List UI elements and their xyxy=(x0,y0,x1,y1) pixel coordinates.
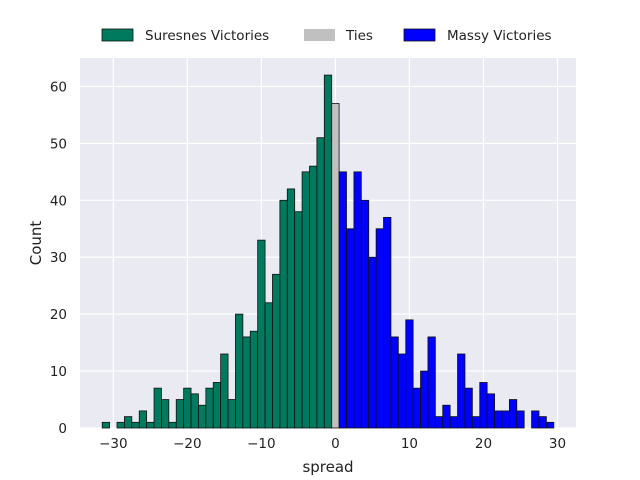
bar-suresnes xyxy=(316,137,325,429)
bar-massy xyxy=(545,421,555,429)
y-tick-label: 50 xyxy=(50,136,67,152)
bar-suresnes xyxy=(146,421,155,429)
legend-swatch-massy xyxy=(403,28,436,42)
x-tick-label: 0 xyxy=(331,436,340,452)
bar-massy xyxy=(464,387,473,429)
bar-massy xyxy=(383,216,392,429)
bar-suresnes xyxy=(138,410,148,429)
bar-massy xyxy=(457,353,466,429)
bar-ties xyxy=(331,103,340,429)
bar-suresnes xyxy=(242,336,251,429)
bar-suresnes xyxy=(323,74,333,429)
y-tick-label: 40 xyxy=(50,193,67,209)
bar-massy xyxy=(360,199,370,429)
bar-massy xyxy=(449,416,458,429)
bar-suresnes xyxy=(183,387,192,429)
bar-suresnes xyxy=(227,399,236,429)
bar-massy xyxy=(516,410,525,429)
bar-suresnes xyxy=(161,399,170,429)
bar-suresnes xyxy=(286,188,296,429)
bar-massy xyxy=(434,416,444,429)
bar-massy xyxy=(405,319,414,429)
bar-massy xyxy=(390,336,399,429)
y-tick-labels: 0 10 20 30 40 50 60 xyxy=(50,79,67,437)
bar-suresnes xyxy=(272,273,281,429)
x-tick-label: 10 xyxy=(401,436,418,452)
bar-suresnes xyxy=(153,387,162,429)
bar-massy xyxy=(508,399,518,429)
x-tick-labels: −30 −20 −10 0 10 20 30 xyxy=(99,436,566,452)
bar-suresnes xyxy=(264,302,273,429)
bar-suresnes xyxy=(198,404,207,429)
legend-label-massy: Massy Victories xyxy=(447,28,552,44)
legend-swatch-suresnes xyxy=(101,28,134,42)
bar-massy xyxy=(420,370,429,429)
y-tick-label: 30 xyxy=(50,250,67,266)
y-tick-label: 20 xyxy=(50,307,67,323)
x-tick-label: −30 xyxy=(99,436,128,452)
bar-suresnes xyxy=(257,239,266,429)
bars xyxy=(101,74,555,429)
bar-massy xyxy=(501,410,510,429)
bar-suresnes xyxy=(212,382,222,429)
bar-massy xyxy=(368,256,377,429)
bar-suresnes xyxy=(205,387,214,429)
y-tick-label: 60 xyxy=(50,79,67,95)
bar-suresnes xyxy=(168,421,177,429)
y-axis-label: Count xyxy=(27,221,45,266)
x-tick-label: 30 xyxy=(549,436,566,452)
legend-label-suresnes: Suresnes Victories xyxy=(145,28,269,44)
bar-massy xyxy=(375,228,384,429)
bar-massy xyxy=(412,387,421,429)
y-tick-label: 10 xyxy=(50,364,67,380)
bar-suresnes xyxy=(294,211,303,429)
bar-suresnes xyxy=(301,171,310,429)
bar-suresnes xyxy=(279,199,288,429)
bar-suresnes xyxy=(309,165,318,429)
legend: Suresnes Victories Ties Massy Victories xyxy=(101,28,552,44)
bar-massy xyxy=(338,171,347,429)
bar-massy xyxy=(442,404,451,429)
y-tick-label: 0 xyxy=(58,421,67,437)
bar-massy xyxy=(486,393,495,429)
bar-suresnes xyxy=(220,353,229,429)
x-tick-label: −10 xyxy=(247,436,276,452)
bar-massy xyxy=(531,410,540,429)
legend-label-ties: Ties xyxy=(345,28,373,44)
bar-suresnes xyxy=(249,330,259,429)
legend-swatch-ties xyxy=(304,29,335,41)
bar-massy xyxy=(538,416,547,429)
bar-suresnes xyxy=(175,399,185,429)
bar-suresnes xyxy=(131,421,140,429)
x-tick-label: 20 xyxy=(475,436,492,452)
bar-suresnes xyxy=(124,416,133,429)
bar-massy xyxy=(494,410,503,429)
bar-massy xyxy=(471,416,481,429)
bar-suresnes xyxy=(235,313,244,429)
bar-massy xyxy=(427,336,436,429)
bar-massy xyxy=(479,382,488,429)
bar-massy xyxy=(346,228,355,429)
bar-suresnes xyxy=(101,421,111,429)
bar-suresnes xyxy=(190,393,199,429)
bar-massy xyxy=(397,353,407,429)
x-axis-label: spread xyxy=(302,458,353,476)
bar-suresnes xyxy=(116,421,125,429)
x-tick-label: −20 xyxy=(173,436,202,452)
bar-massy xyxy=(353,171,362,429)
